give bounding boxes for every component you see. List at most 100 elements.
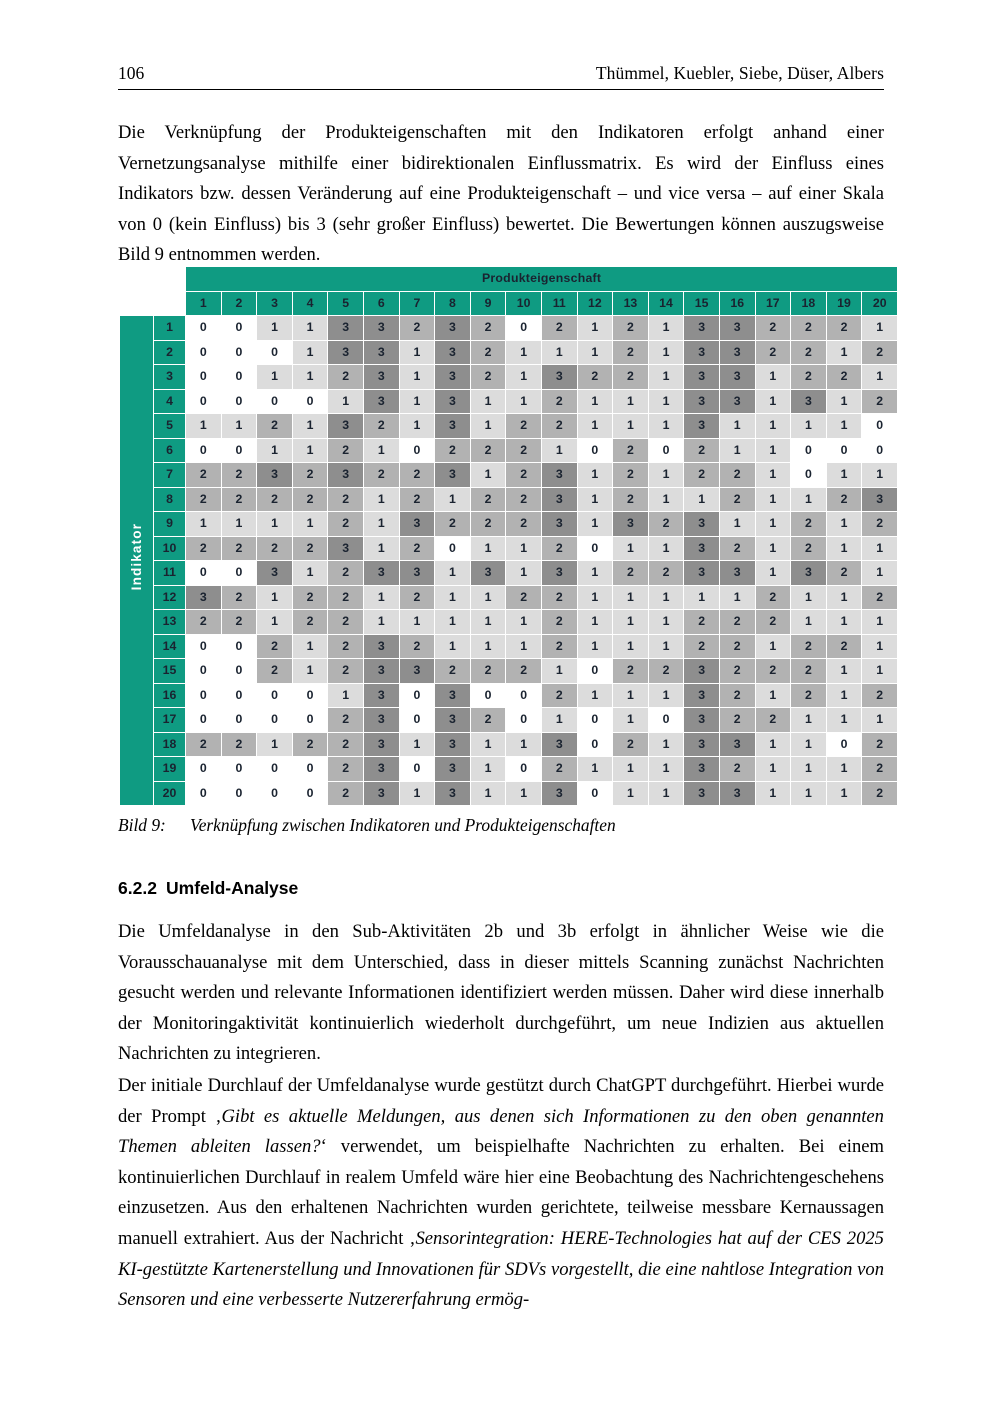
matrix-cell-r12-c17: 2	[755, 585, 791, 609]
figure-caption-text: Verknüpfung zwischen Indikatoren und Pro…	[190, 815, 616, 835]
matrix-cell-r6-c16: 1	[719, 438, 755, 462]
matrix-cell-r3-c16: 3	[719, 365, 755, 389]
matrix-cell-r4-c10: 1	[506, 389, 541, 413]
matrix-cell-r12-c20: 2	[862, 585, 898, 609]
matrix-cell-r1-c13: 2	[613, 316, 648, 340]
influence-matrix-figure: Produkteigenschaft 1 2 3 4 5 6 7 8 9 10 11 12 13 14 15…	[119, 266, 899, 806]
matrix-cell-r11-c14: 2	[648, 561, 684, 585]
matrix-cell-r14-c5: 2	[328, 634, 363, 658]
matrix-cell-r16-c3: 0	[257, 683, 292, 707]
matrix-cell-r3-c17: 1	[755, 365, 791, 389]
section-title: Umfeld-Analyse	[166, 878, 299, 898]
matrix-cell-r10-c14: 1	[648, 536, 684, 560]
matrix-cell-r10-c5: 3	[328, 536, 363, 560]
matrix-cell-r1-c11: 2	[541, 316, 577, 340]
matrix-cell-r17-c16: 2	[719, 708, 755, 732]
figure-caption-label: Bild 9:	[118, 815, 166, 835]
matrix-cell-r13-c8: 1	[435, 610, 470, 634]
matrix-cell-r17-c15: 3	[684, 708, 719, 732]
matrix-cell-r12-c4: 2	[292, 585, 328, 609]
matrix-cell-r12-c6: 1	[363, 585, 399, 609]
row-header-4: 4	[154, 389, 185, 413]
matrix-cell-r1-c10: 0	[506, 316, 541, 340]
matrix-cell-r4-c20: 2	[862, 389, 898, 413]
matrix-cell-r19-c13: 1	[613, 757, 648, 781]
matrix-cell-r8-c19: 2	[826, 487, 862, 511]
matrix-cell-r7-c3: 3	[257, 463, 292, 487]
matrix-cell-r7-c2: 2	[221, 463, 257, 487]
matrix-cell-r3-c4: 1	[292, 365, 328, 389]
matrix-cell-r19-c19: 1	[826, 757, 862, 781]
matrix-cell-r4-c11: 2	[541, 389, 577, 413]
matrix-cell-r5-c14: 1	[648, 414, 684, 438]
matrix-cell-r7-c17: 1	[755, 463, 791, 487]
matrix-cell-r4-c4: 0	[292, 389, 328, 413]
matrix-cell-r19-c10: 0	[506, 757, 541, 781]
matrix-cell-r20-c15: 3	[684, 781, 719, 805]
matrix-cell-r9-c4: 1	[292, 512, 328, 536]
matrix-cell-r2-c20: 2	[862, 340, 898, 364]
matrix-cell-r6-c1: 0	[186, 438, 221, 462]
paragraph-umfeldanalyse: Die Umfeldanalyse in den Sub-Aktivitäten…	[118, 921, 884, 1065]
matrix-row: 11 0 0 3 1 2 3 3 1 3 1 3 1 2 2 3 3 1 3 2 1	[120, 561, 898, 585]
matrix-cell-r7-c9: 1	[470, 463, 506, 487]
matrix-cell-r7-c15: 2	[684, 463, 719, 487]
matrix-cell-r15-c3: 2	[257, 659, 292, 683]
matrix-cell-r8-c14: 1	[648, 487, 684, 511]
matrix-cell-r19-c16: 2	[719, 757, 755, 781]
matrix-cell-r20-c13: 1	[613, 781, 648, 805]
matrix-row: 10 2 2 2 2 3 1 2 0 1 1 2 0 1 1 3 2 1 2 1 1	[120, 536, 898, 560]
matrix-cell-r19-c20: 2	[862, 757, 898, 781]
column-header-2: 2	[221, 291, 257, 315]
matrix-cell-r20-c12: 0	[577, 781, 613, 805]
matrix-cell-r17-c4: 0	[292, 708, 328, 732]
paragraph-intro: Die Verknüpfung der Produkteigenschaften…	[118, 122, 884, 266]
matrix-cell-r19-c14: 1	[648, 757, 684, 781]
matrix-cell-r17-c8: 3	[435, 708, 470, 732]
matrix-cell-r3-c7: 1	[399, 365, 435, 389]
matrix-cell-r18-c16: 3	[719, 732, 755, 756]
matrix-cell-r7-c14: 1	[648, 463, 684, 487]
matrix-cell-r12-c14: 1	[648, 585, 684, 609]
matrix-cell-r6-c8: 2	[435, 438, 470, 462]
matrix-cell-r4-c13: 1	[613, 389, 648, 413]
matrix-cell-r9-c1: 1	[186, 512, 221, 536]
matrix-cell-r14-c17: 1	[755, 634, 791, 658]
matrix-cell-r18-c10: 1	[506, 732, 541, 756]
column-header-3: 3	[257, 291, 292, 315]
matrix-cell-r19-c1: 0	[186, 757, 221, 781]
matrix-cell-r2-c13: 2	[613, 340, 648, 364]
column-header-5: 5	[328, 291, 363, 315]
matrix-cell-r6-c7: 0	[399, 438, 435, 462]
matrix-cell-r8-c9: 2	[470, 487, 506, 511]
matrix-cell-r7-c7: 2	[399, 463, 435, 487]
section-heading: 6.2.2 Umfeld-Analyse	[118, 878, 884, 899]
matrix-cell-r7-c10: 2	[506, 463, 541, 487]
news-quote-2: Sensorintegration: HERE-Technologies hat…	[118, 1227, 884, 1311]
matrix-cell-r7-c19: 1	[826, 463, 862, 487]
matrix-cell-r12-c7: 2	[399, 585, 435, 609]
matrix-cell-r18-c13: 2	[613, 732, 648, 756]
matrix-cell-r20-c9: 1	[470, 781, 506, 805]
matrix-cell-r10-c7: 2	[399, 536, 435, 560]
matrix-cell-r16-c16: 2	[719, 683, 755, 707]
matrix-cell-r11-c19: 2	[826, 561, 862, 585]
matrix-cell-r19-c9: 1	[470, 757, 506, 781]
matrix-cell-r15-c18: 2	[791, 659, 826, 683]
matrix-cell-r9-c3: 1	[257, 512, 292, 536]
matrix-cell-r16-c9: 0	[470, 683, 506, 707]
row-header-19: 19	[154, 757, 185, 781]
matrix-cell-r17-c3: 0	[257, 708, 292, 732]
matrix-cell-r13-c16: 2	[719, 610, 755, 634]
matrix-cell-r16-c15: 3	[684, 683, 719, 707]
matrix-cell-r6-c14: 0	[648, 438, 684, 462]
matrix-cell-r11-c12: 1	[577, 561, 613, 585]
column-header-18: 18	[791, 291, 826, 315]
matrix-cell-r17-c11: 1	[541, 708, 577, 732]
row-group-label: Indikator	[120, 316, 153, 805]
